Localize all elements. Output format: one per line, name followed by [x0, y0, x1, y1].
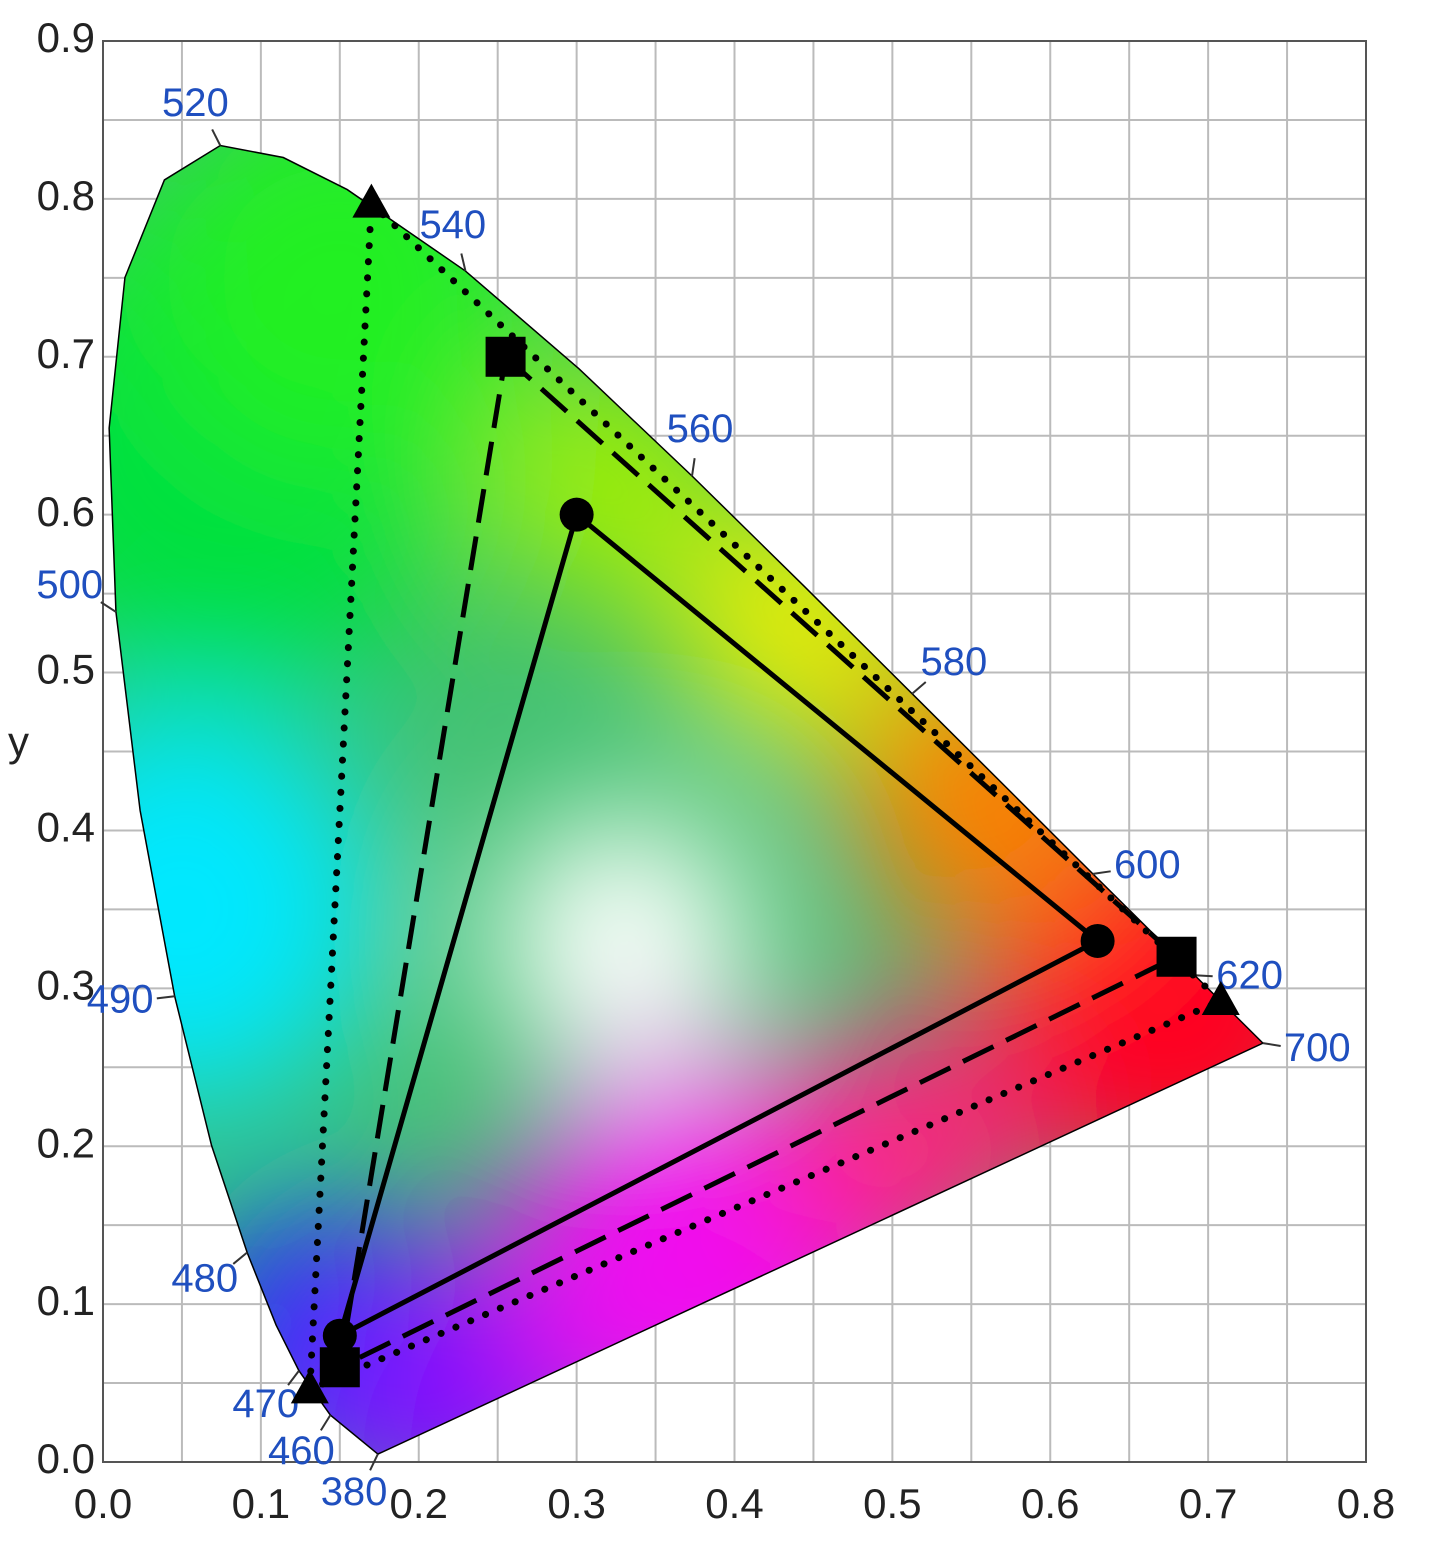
- wavelength-label: 500: [36, 563, 103, 607]
- wavelength-label: 600: [1114, 843, 1181, 887]
- wavelength-tick: [320, 1414, 332, 1431]
- gamut-outline: [336, 351, 1181, 1372]
- x-tick-label: 0.1: [232, 1480, 290, 1527]
- wavelength-label: 540: [419, 203, 486, 247]
- spectral-locus: [108, 144, 1265, 1455]
- y-tick-label: 0.5: [37, 646, 95, 693]
- plot: 0.0 0.1 0.2 0.3 0.4 0.5 0.6 0.7 0.8 0.0 0.1 0.2 0.3 0…: [36, 14, 1395, 1527]
- wavelength-tick: [100, 601, 117, 613]
- wavelength-tick: [232, 1251, 248, 1265]
- wavelength-label: 460: [268, 1429, 335, 1473]
- wavelength-tick: [1092, 870, 1111, 875]
- gamut-point: [485, 336, 526, 377]
- x-tick-label: 0.7: [1179, 1480, 1237, 1527]
- wavelength-label: 620: [1216, 953, 1283, 997]
- y-tick-label: 0.3: [37, 961, 95, 1008]
- plot-frame: [102, 40, 1367, 1463]
- wavelength-tick: [911, 681, 927, 695]
- y-tick-label: 0.1: [37, 1277, 95, 1324]
- wavelength-label: 490: [87, 977, 154, 1021]
- gamut-point: [1156, 936, 1197, 977]
- wavelength-tick: [156, 995, 175, 1000]
- x-tick-label: 0.3: [547, 1480, 605, 1527]
- wavelength-tick: [1262, 1042, 1281, 1047]
- y-tick-label: 0.7: [37, 330, 95, 377]
- y-tick-label: 0.0: [37, 1435, 95, 1482]
- color-blend: [109, 145, 1263, 1455]
- gamut-point: [319, 1347, 360, 1388]
- wavelength-label: 520: [162, 81, 229, 125]
- wavelength-tick: [460, 253, 467, 272]
- wavelength-label: 700: [1284, 1026, 1351, 1070]
- x-tick-label: 0.2: [390, 1480, 448, 1527]
- wavelength-label: 470: [232, 1382, 299, 1426]
- y-tick-label: 0.6: [37, 488, 95, 535]
- wavelength-tick: [287, 1370, 300, 1386]
- gamut-point: [559, 497, 594, 532]
- gamut-point: [1201, 980, 1240, 1015]
- wavelength-label: 480: [171, 1257, 238, 1301]
- wavelength-tick: [1194, 974, 1213, 978]
- x-tick-label: 0.0: [74, 1480, 132, 1527]
- gamut-point: [352, 183, 391, 218]
- gamut-outline: [335, 510, 1103, 1341]
- gamut-point: [1080, 923, 1115, 958]
- x-tick-label: 0.4: [705, 1480, 763, 1527]
- x-tick-label: 0.6: [1021, 1480, 1079, 1527]
- wavelength-tick: [691, 458, 696, 477]
- gamut-point: [322, 1318, 357, 1353]
- x-tick-label: 0.8: [1337, 1480, 1395, 1527]
- y-tick-label: 0.9: [37, 14, 95, 61]
- y-tick-label: 0.8: [37, 172, 95, 219]
- gamut-point: [290, 1369, 329, 1404]
- wavelength-label: 380: [321, 1470, 388, 1514]
- y-tick-label: 0.4: [37, 804, 95, 851]
- y-axis-label: y: [8, 718, 29, 765]
- wavelength-label: 580: [920, 640, 987, 684]
- wavelength-label: 560: [667, 407, 734, 451]
- y-tick-label: 0.2: [37, 1119, 95, 1166]
- gamut-outline: [306, 195, 1228, 1395]
- wavelength-tick: [211, 129, 222, 146]
- wavelength-tick: [369, 1453, 379, 1471]
- x-tick-label: 0.5: [863, 1480, 921, 1527]
